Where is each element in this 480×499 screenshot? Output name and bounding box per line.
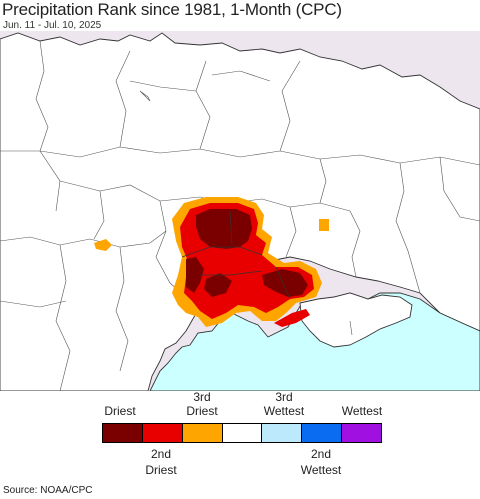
driest-area-north — [196, 209, 252, 249]
map-subtitle: Jun. 11 - Jul. 10, 2025 — [3, 20, 102, 31]
dry-patch-west — [94, 239, 112, 251]
legend-swatch-wettest — [342, 424, 382, 442]
admin-borders-overlay — [181, 210, 291, 300]
legend-label-wettest: Wettest — [341, 404, 383, 418]
map-title: Precipitation Rank since 1981, 1-Month (… — [2, 0, 342, 19]
legend-swatch-2nd-wettest — [302, 424, 343, 442]
legend-label-3rd-driest-text: 3rd Driest — [186, 390, 218, 418]
crimea — [299, 292, 413, 348]
legend-label-2nd-wettest: 2nd Wettest — [286, 446, 356, 478]
precipitation-map — [0, 31, 480, 391]
legend-swatch-2nd-driest — [142, 424, 183, 442]
legend-swatch-3rd-wettest — [262, 424, 303, 442]
legend-label-2nd-driest-text: 2nd Driest — [145, 447, 177, 477]
rank-shading — [94, 197, 329, 327]
admin-borders — [0, 40, 480, 391]
source-credit: Source: NOAA/CPC — [3, 485, 93, 496]
legend-label-2nd-wettest-text: 2nd Wettest — [300, 447, 342, 477]
crimea-dry-strip — [274, 309, 310, 327]
legend-label-driest: Driest — [104, 404, 136, 418]
legend-swatch-driest — [103, 424, 143, 442]
legend-label-2nd-driest: 2nd Driest — [126, 446, 196, 478]
legend-label-3rd-driest: 3rd Driest — [167, 390, 237, 418]
legend-swatch-3rd-driest — [182, 424, 223, 442]
legend-label-3rd-wettest-text: 3rd Wettest — [263, 390, 305, 418]
dry-patch-east — [319, 219, 329, 231]
driest-area-coast — [204, 273, 232, 297]
legend-label-3rd-wettest: 3rd Wettest — [249, 390, 319, 418]
legend-swatch-normal — [222, 424, 263, 442]
driest-area-east — [262, 269, 308, 297]
driest-area-south — [186, 257, 204, 293]
legend-color-bar — [102, 423, 382, 443]
